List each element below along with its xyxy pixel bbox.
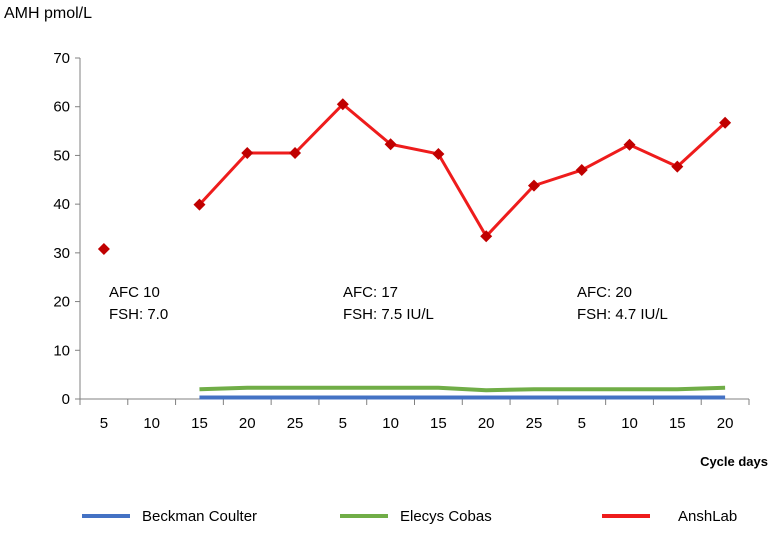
data-point xyxy=(336,98,349,111)
x-axis-label: Cycle days xyxy=(700,454,768,469)
data-point xyxy=(575,164,588,177)
data-point xyxy=(384,138,397,151)
data-point xyxy=(719,116,732,129)
x-tick-label: 5 xyxy=(578,415,586,432)
legend: Beckman Coulter Elecys Cobas AnshLab xyxy=(82,508,737,525)
x-tick-label: 20 xyxy=(478,415,495,432)
x-tick-label: 15 xyxy=(669,415,686,432)
legend-label: Beckman Coulter xyxy=(142,508,257,525)
y-tick-label: 0 xyxy=(62,391,70,408)
annotation-text: AFC: 17 xyxy=(343,284,398,301)
x-axis-ticks: 5 10 15 20 25 5 10 15 20 25 5 10 15 20 xyxy=(79,399,750,432)
x-tick-label: 10 xyxy=(143,415,160,432)
annotation-text: FSH: 7.0 xyxy=(109,306,168,323)
y-tick-label: 50 xyxy=(53,147,70,164)
annotation-text: FSH: 7.5 IU/L xyxy=(343,306,434,323)
series-line xyxy=(198,102,727,238)
data-point xyxy=(671,160,684,173)
legend-label: Elecys Cobas xyxy=(400,508,492,525)
y-tick-label: 40 xyxy=(53,196,70,213)
x-tick-label: 20 xyxy=(239,415,256,432)
x-tick-label: 10 xyxy=(621,415,638,432)
data-point xyxy=(432,147,445,160)
series-elecys-cobas xyxy=(199,385,726,393)
data-point xyxy=(241,146,254,159)
annotation-text: FSH: 4.7 IU/L xyxy=(577,306,668,323)
series-anshlab xyxy=(97,98,732,255)
data-point xyxy=(289,146,302,159)
data-point xyxy=(97,242,110,255)
y-axis-label: AMH pmol/L xyxy=(4,5,92,22)
x-tick-label: 5 xyxy=(339,415,347,432)
x-tick-label: 20 xyxy=(717,415,734,432)
annotation-text: AFC: 20 xyxy=(577,284,632,301)
annotations: AFC 10 FSH: 7.0 AFC: 17 FSH: 7.5 IU/L AFC: 2… xyxy=(109,284,668,323)
x-tick-label: 15 xyxy=(191,415,208,432)
y-tick-label: 20 xyxy=(53,294,70,311)
y-tick-label: 60 xyxy=(53,99,70,116)
x-tick-label: 5 xyxy=(100,415,108,432)
x-tick-label: 10 xyxy=(382,415,399,432)
y-tick-label: 10 xyxy=(53,342,70,359)
series-line xyxy=(199,385,726,393)
annotation-text: AFC 10 xyxy=(109,284,160,301)
x-tick-label: 15 xyxy=(430,415,447,432)
data-point xyxy=(480,230,493,243)
x-tick-label: 25 xyxy=(287,415,304,432)
data-point xyxy=(193,198,206,211)
y-axis-ticks: 0 10 20 30 40 50 60 70 xyxy=(53,50,80,408)
legend-label: AnshLab xyxy=(678,508,737,525)
x-tick-label: 25 xyxy=(526,415,543,432)
y-tick-label: 70 xyxy=(53,50,70,67)
y-tick-label: 30 xyxy=(53,245,70,262)
data-point xyxy=(623,138,636,151)
data-point xyxy=(527,179,540,192)
series-layer xyxy=(97,98,732,400)
